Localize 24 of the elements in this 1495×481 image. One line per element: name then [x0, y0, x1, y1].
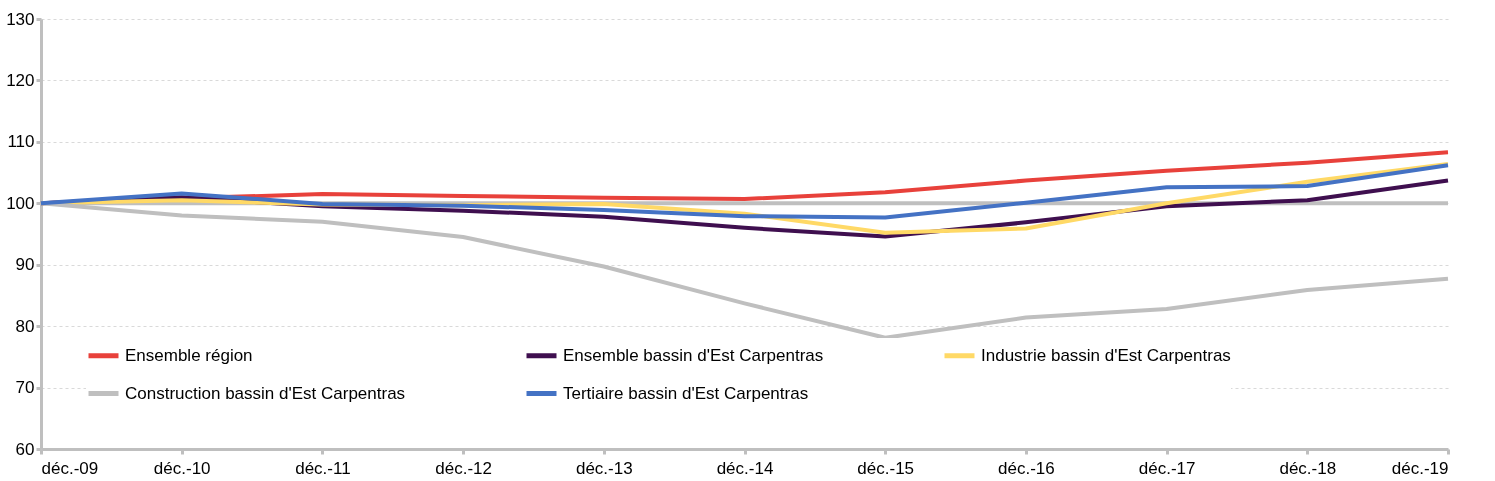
y-tick-label: 70	[15, 378, 35, 398]
y-tick-label: 130	[6, 9, 35, 29]
legend-label: Ensemble bassin d'Est Carpentras	[563, 345, 824, 365]
x-tick-label: déc.-19	[1391, 458, 1449, 478]
y-tick-label: 120	[6, 70, 35, 90]
x-tick-label: déc.-14	[716, 458, 774, 478]
x-tick-label: déc.-15	[857, 458, 915, 478]
legend-label: Construction bassin d'Est Carpentras	[125, 383, 406, 403]
y-tick-label: 90	[15, 255, 35, 275]
y-tick-label: 100	[6, 193, 35, 213]
legend-label: Ensemble région	[125, 345, 253, 365]
x-tick-label: déc.-12	[435, 458, 492, 478]
legend-label: Tertiaire bassin d'Est Carpentras	[563, 383, 809, 403]
y-tick-label: 80	[15, 316, 35, 336]
x-tick-label: déc.-09	[41, 458, 99, 478]
x-tick-label: déc.-11	[295, 458, 351, 478]
legend-label: Industrie bassin d'Est Carpentras	[981, 345, 1231, 365]
y-tick-label: 60	[15, 439, 35, 459]
x-tick-label: déc.-17	[1138, 458, 1196, 478]
y-tick-label: 110	[7, 132, 35, 152]
x-tick-label: déc.-18	[1279, 458, 1337, 478]
x-tick-label: déc.-10	[153, 458, 211, 478]
x-tick-label: déc.-16	[998, 458, 1055, 478]
x-tick-label: déc.-13	[575, 458, 633, 478]
